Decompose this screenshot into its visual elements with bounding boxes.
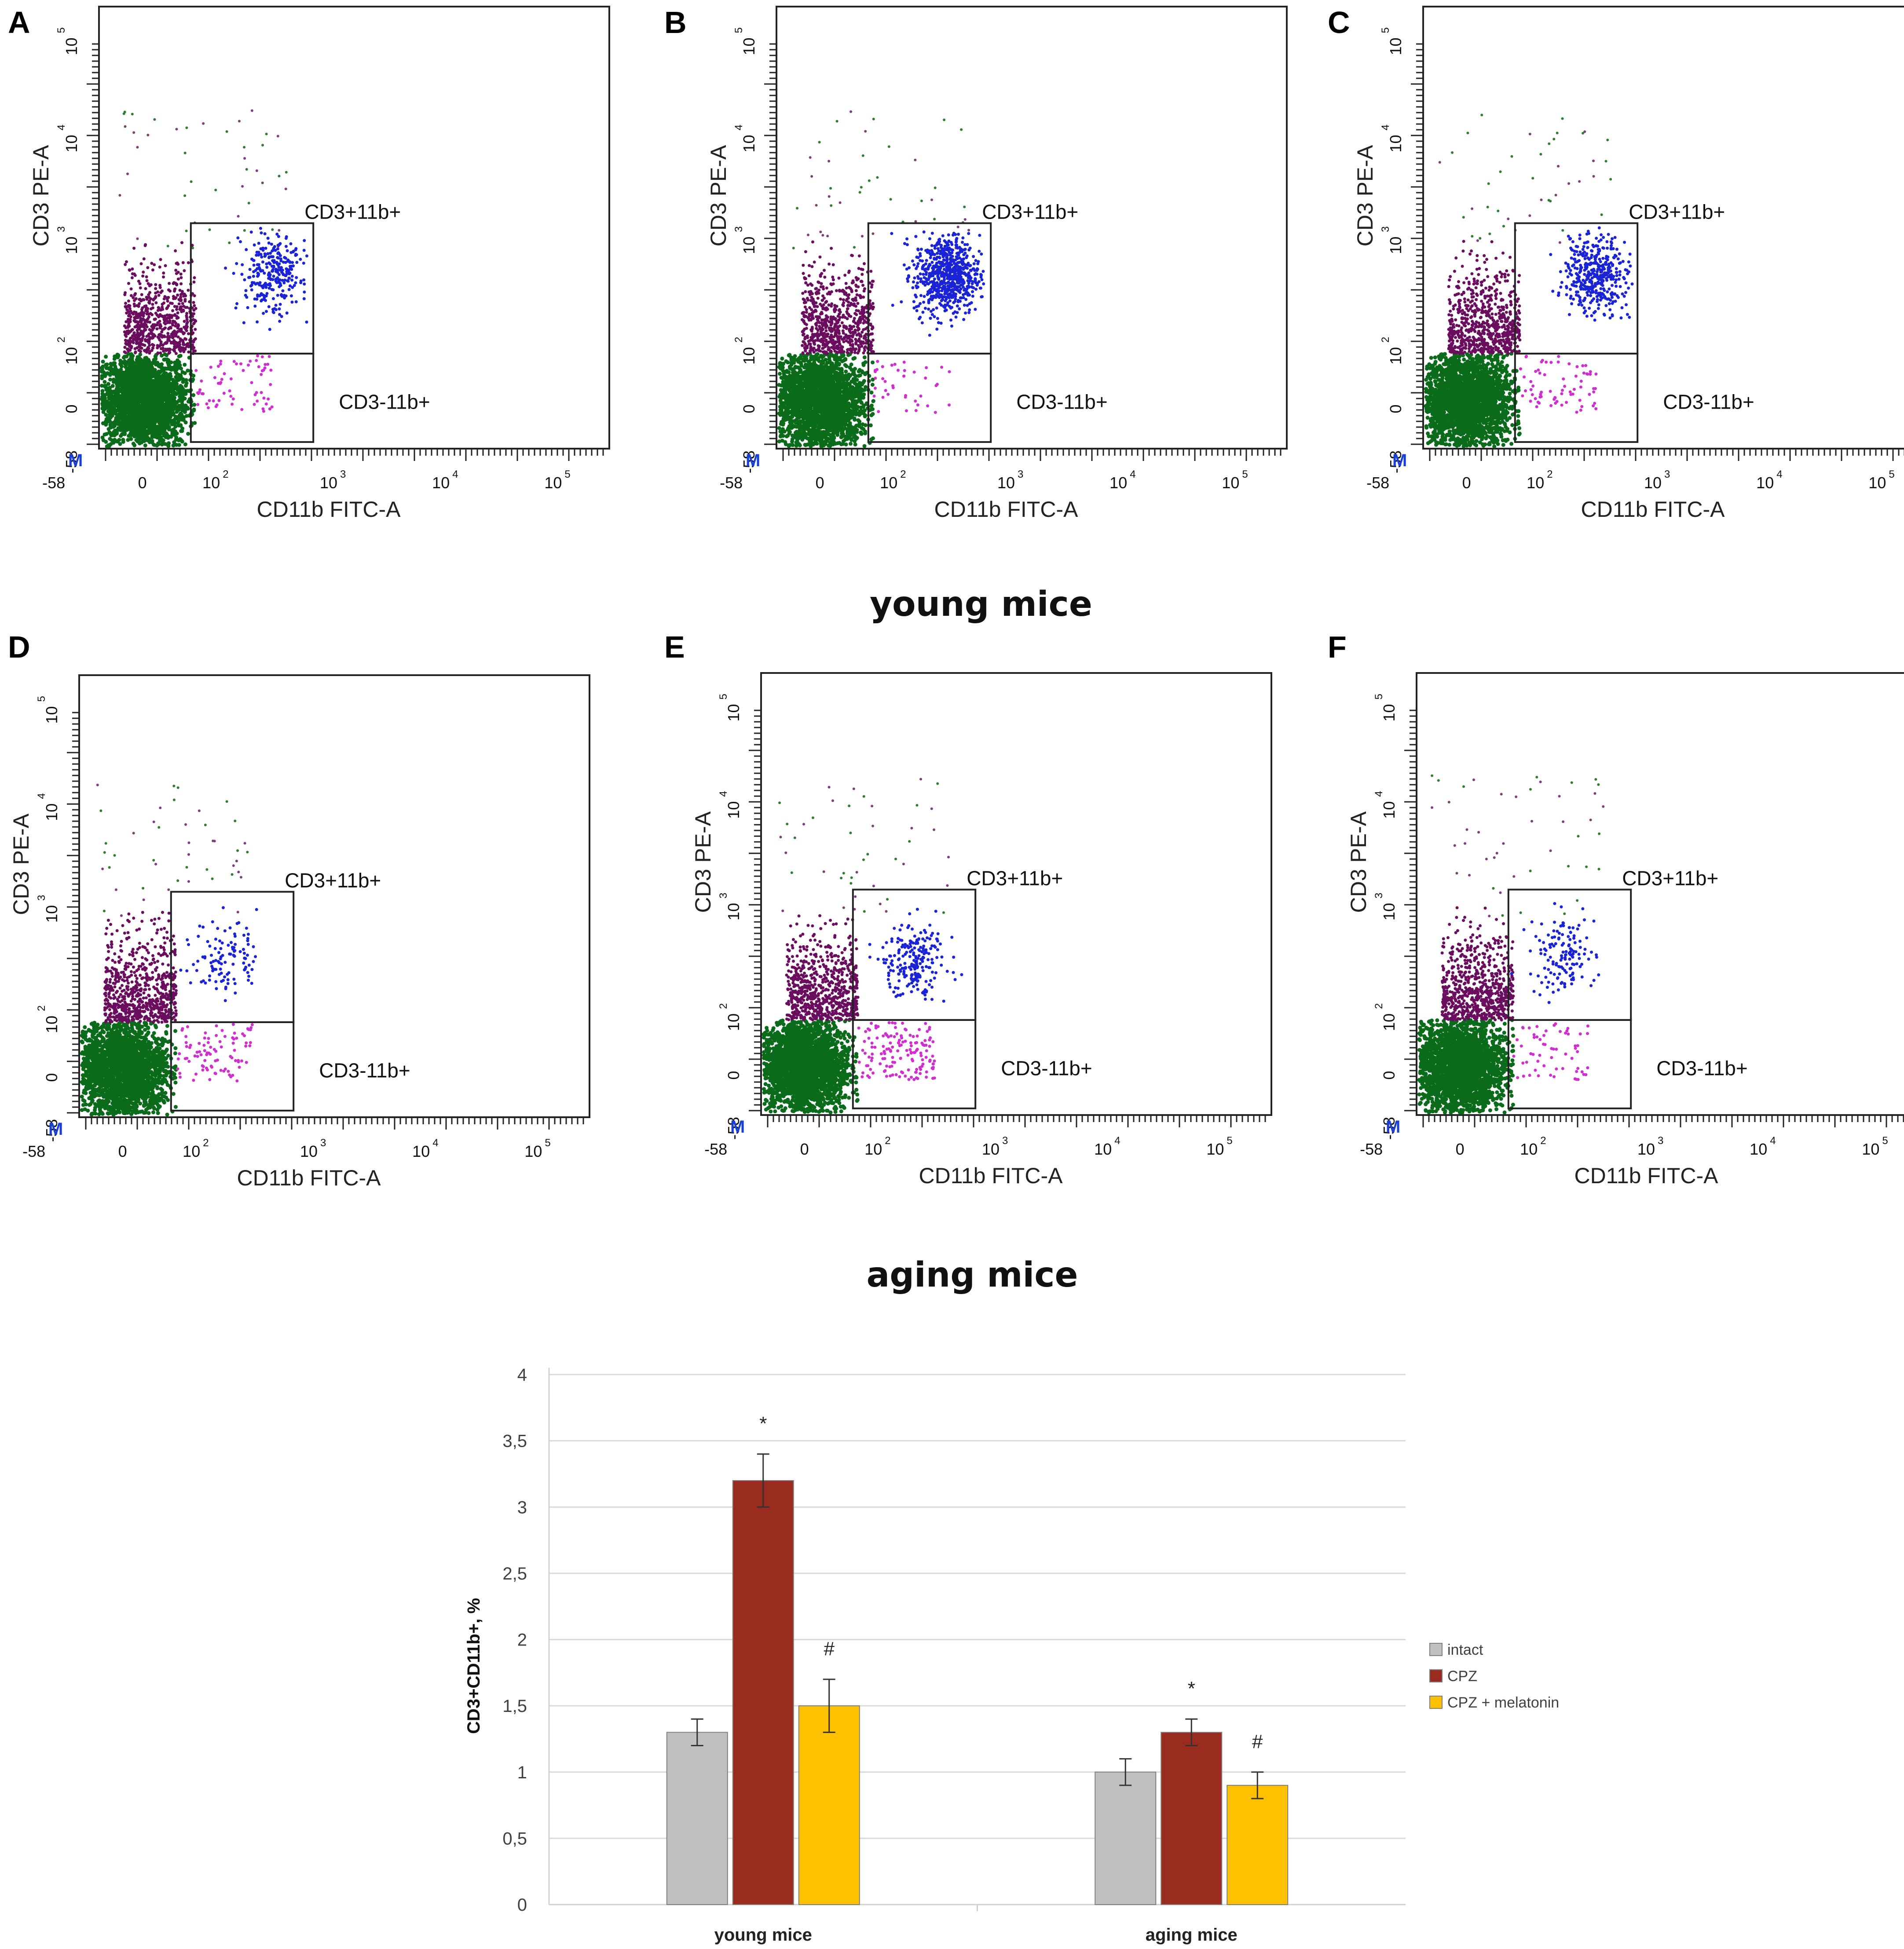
event-dot-negative (172, 443, 176, 447)
event-dot-negative (183, 363, 187, 367)
event-dot-negative (183, 442, 187, 446)
figure-canvas: ACD3+11b+CD3-11b+-58 0 10 2 10 3 10 4 10 5-580102… (0, 0, 1904, 1949)
event-dot-negative (186, 369, 190, 373)
event-dot-negative (186, 432, 190, 436)
event-dot-negative (112, 380, 116, 384)
event-dot-negative (101, 360, 105, 364)
event-dot-negative (106, 443, 110, 447)
event-dot-negative (101, 389, 105, 393)
event-dot-negative (178, 375, 182, 379)
event-dot-negative (104, 355, 108, 358)
event-dot-negative (179, 354, 183, 358)
event-dot-negative (104, 423, 108, 427)
event-dot-negative (143, 443, 147, 447)
event-dot-negative (106, 382, 110, 386)
event-dot-negative (154, 357, 157, 361)
event-dot-negative (103, 380, 106, 384)
panel-letter: A (8, 5, 30, 40)
event-dot-negative (108, 378, 112, 382)
